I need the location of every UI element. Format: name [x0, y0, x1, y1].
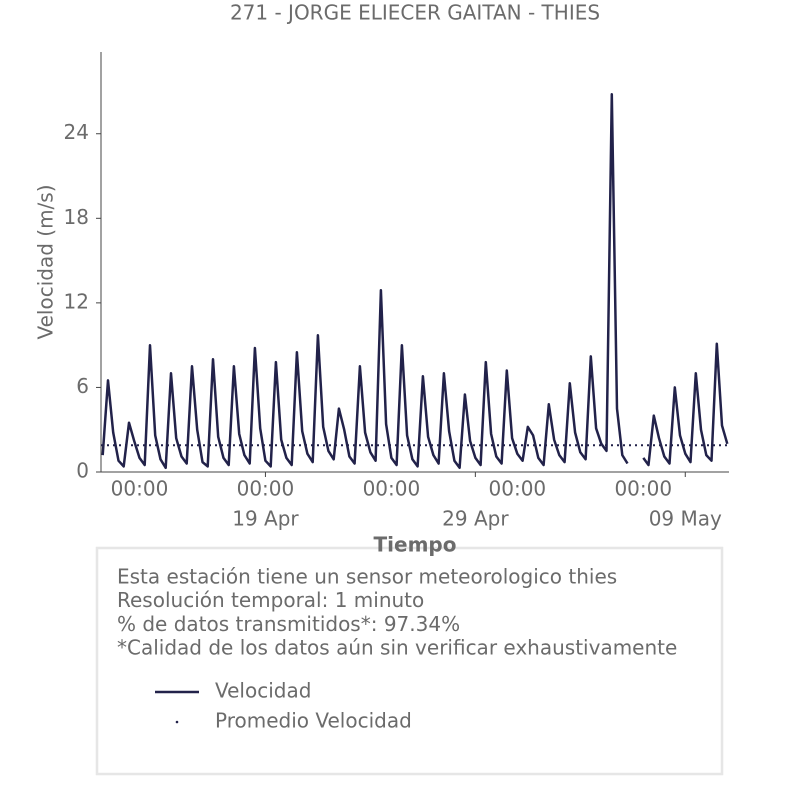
x-tick-label: 00:00	[614, 477, 672, 501]
y-tick-label: 0	[76, 459, 89, 483]
series-line	[101, 93, 729, 470]
info-text: *Calidad de los datos aún sin verificar …	[117, 636, 677, 660]
x-tick-label: 00:00	[363, 477, 421, 501]
info-text: Resolución temporal: 1 minuto	[117, 588, 424, 612]
info-box	[95, 546, 724, 776]
info-text: Esta estación tiene un sensor meteorolog…	[117, 565, 617, 589]
x-tick-label: 29 Apr	[442, 507, 509, 531]
y-tick-label: 18	[64, 205, 89, 229]
x-tick-label: 00:00	[237, 477, 295, 501]
x-tick-label: 00:00	[111, 477, 169, 501]
legend-swatch	[175, 720, 179, 724]
y-tick-label: 24	[64, 120, 89, 144]
y-tick-label: 12	[64, 289, 89, 313]
y-axis-title: Velocidad (m/s)	[34, 184, 58, 339]
x-tick-label: 00:00	[489, 477, 547, 501]
chart-title: 271 - JORGE ELIECER GAITAN - THIES	[230, 1, 600, 25]
x-axis-title: Tiempo	[374, 533, 457, 557]
legend-label: Promedio Velocidad	[215, 709, 412, 733]
y-tick-label: 6	[76, 374, 89, 398]
legend-label: Velocidad	[215, 679, 311, 703]
info-text: % de datos transmitidos*: 97.34%	[117, 612, 460, 636]
x-tick-label: 19 Apr	[232, 507, 299, 531]
x-tick-label: 09 May	[649, 507, 722, 531]
